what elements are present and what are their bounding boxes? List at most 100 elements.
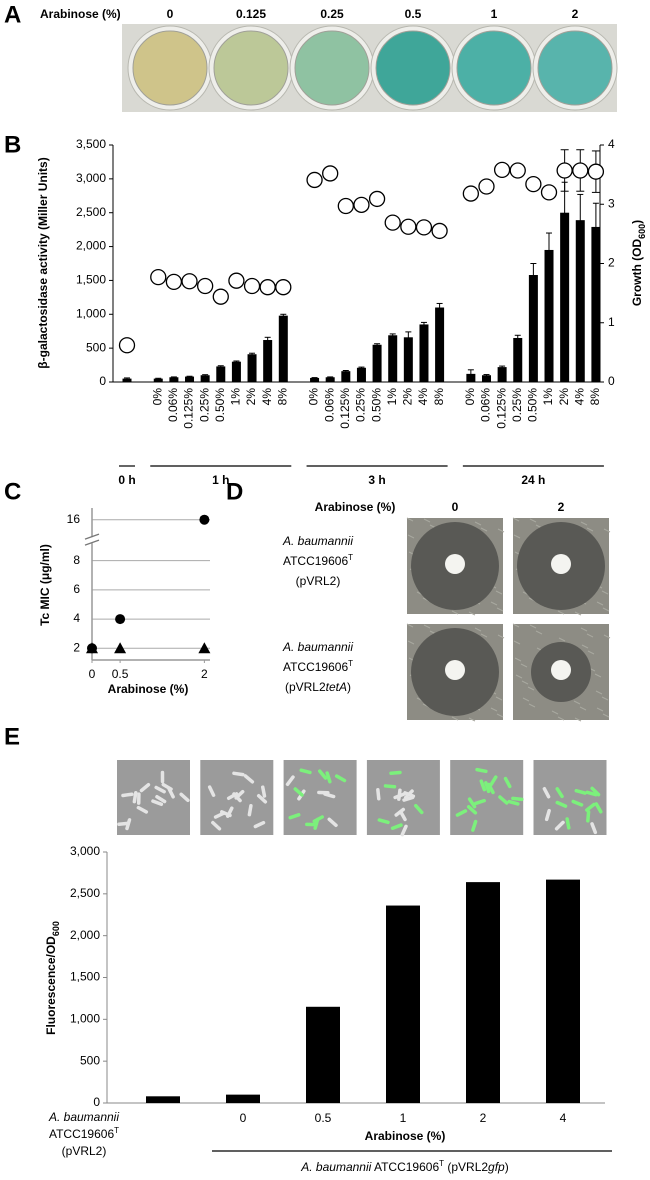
axis-label: Arabinose (%) xyxy=(40,7,121,21)
cell xyxy=(323,792,336,799)
bar xyxy=(544,249,554,382)
texture xyxy=(580,521,588,526)
texture xyxy=(574,611,582,616)
row-label: A. baumannii xyxy=(282,640,353,654)
x-tick-label: 0.50% xyxy=(369,388,383,422)
x-tick-label: 0.25% xyxy=(354,388,368,422)
y-axis-title: β-galactosidase activity (Miller Units) xyxy=(36,157,50,368)
group-label: 1 h xyxy=(212,473,229,487)
texture xyxy=(602,713,610,718)
texture xyxy=(495,696,503,701)
texture xyxy=(496,713,504,718)
growth-point xyxy=(556,162,573,179)
y-tick-label: 16 xyxy=(67,512,81,526)
x-tick-label: 0.125% xyxy=(338,388,352,429)
row-label-part: ATCC19606 xyxy=(283,554,348,568)
texture xyxy=(587,650,595,655)
bar xyxy=(146,1096,180,1103)
cell xyxy=(117,821,130,827)
x-tick-label: 8% xyxy=(275,388,289,406)
row-label: ATCC19606T xyxy=(283,659,353,675)
cell xyxy=(285,775,295,787)
y-tick-label: 1,000 xyxy=(76,306,106,320)
texture xyxy=(557,610,565,615)
y2-axis-title-part: ) xyxy=(630,220,644,224)
group-label-part: ) xyxy=(505,1160,509,1174)
texture xyxy=(406,623,414,628)
x-tick-label: 1% xyxy=(385,388,399,406)
growth-point xyxy=(587,163,605,180)
x-tick-label: 0.25% xyxy=(197,388,211,422)
row-label: (pVRL2) xyxy=(296,574,341,588)
texture xyxy=(594,673,602,678)
texture xyxy=(480,527,488,532)
growth-point xyxy=(353,196,370,213)
y-tick-label: 3,000 xyxy=(70,844,100,858)
texture xyxy=(451,716,459,721)
x-tick-label: 0.125% xyxy=(494,388,508,429)
y-tick-label: 6 xyxy=(73,582,80,596)
y-tick-label: 1,500 xyxy=(70,970,100,984)
control-label: A. baumannii xyxy=(48,1110,119,1124)
cell xyxy=(325,771,332,784)
growth-point xyxy=(243,277,261,295)
y-tick-label: 3,500 xyxy=(76,137,106,151)
growth-point xyxy=(181,273,198,290)
x-tick-label: 0% xyxy=(307,388,321,406)
bar xyxy=(169,377,179,382)
texture xyxy=(603,634,611,639)
bar xyxy=(356,367,366,382)
cell xyxy=(487,782,495,795)
disk xyxy=(445,660,465,680)
cell xyxy=(555,787,564,799)
growth-point xyxy=(118,337,136,354)
x-tick-label: 0.5 xyxy=(112,667,129,681)
texture xyxy=(602,607,610,612)
cell xyxy=(511,796,524,802)
cell xyxy=(154,785,166,794)
cell xyxy=(586,810,591,823)
cell xyxy=(247,804,253,817)
growth-point xyxy=(259,279,276,296)
micrograph xyxy=(533,760,607,835)
row-label-part: A. baumannii xyxy=(282,534,353,548)
cell xyxy=(383,784,397,789)
cell xyxy=(334,774,347,783)
cell xyxy=(414,803,424,815)
texture xyxy=(527,686,535,691)
y-tick-label: 2,000 xyxy=(70,928,100,942)
disk xyxy=(551,660,571,680)
texture xyxy=(497,634,505,639)
bar xyxy=(419,324,429,382)
texture xyxy=(512,517,520,522)
row-label-part: ) xyxy=(347,680,351,694)
bar xyxy=(575,220,585,382)
texture xyxy=(407,640,415,645)
y2-axis-title-part: Growth (OD xyxy=(630,239,644,307)
x-tick-label: 0.125% xyxy=(182,388,196,429)
y2-axis-title: Growth (OD600) xyxy=(630,220,647,306)
bar xyxy=(263,340,273,382)
cell xyxy=(253,820,266,829)
growth-point xyxy=(337,197,354,215)
circle-point xyxy=(115,614,126,625)
cell xyxy=(179,792,190,803)
well xyxy=(375,30,451,106)
cell xyxy=(402,795,415,802)
texture xyxy=(574,717,582,722)
bar xyxy=(310,377,320,382)
concentration-label: 1 xyxy=(491,7,498,21)
cell xyxy=(479,779,487,792)
texture xyxy=(522,697,530,702)
cell xyxy=(507,799,520,806)
growth-point xyxy=(322,165,339,182)
cell xyxy=(390,823,403,830)
growth-point xyxy=(540,184,558,201)
bar xyxy=(435,307,445,382)
growth-point xyxy=(368,190,386,208)
cell xyxy=(473,798,486,806)
cell xyxy=(132,790,138,804)
texture xyxy=(586,633,594,638)
y-tick-label: 1,500 xyxy=(76,273,106,287)
